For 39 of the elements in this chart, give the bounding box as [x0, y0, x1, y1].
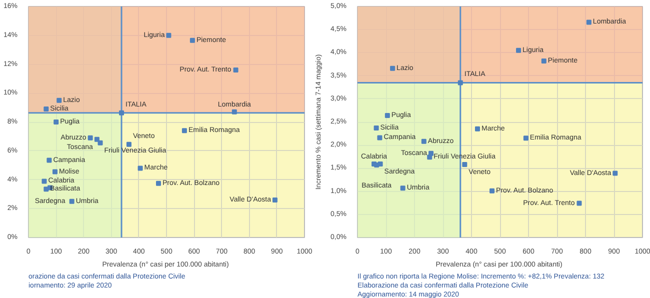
point	[427, 154, 432, 160]
point	[182, 128, 187, 134]
point	[474, 126, 480, 132]
point	[523, 136, 528, 141]
point	[377, 135, 382, 140]
point	[69, 198, 74, 204]
point	[156, 180, 161, 186]
point	[390, 66, 396, 71]
point	[233, 68, 238, 73]
point	[98, 140, 103, 146]
point	[44, 186, 49, 192]
point	[272, 197, 278, 202]
point	[54, 120, 59, 124]
point	[374, 162, 380, 168]
point	[541, 58, 546, 64]
point	[232, 109, 237, 114]
point	[44, 106, 49, 112]
point	[516, 48, 522, 53]
point	[576, 200, 582, 206]
point	[374, 126, 379, 131]
point	[88, 135, 93, 140]
point	[400, 186, 406, 191]
point	[138, 166, 143, 171]
point	[612, 170, 618, 176]
point	[586, 20, 592, 25]
point	[190, 38, 195, 43]
point	[56, 98, 62, 103]
point	[46, 158, 52, 163]
point	[458, 80, 463, 86]
point	[166, 32, 172, 38]
point	[490, 188, 495, 194]
point	[42, 178, 47, 184]
point	[126, 142, 132, 147]
point	[421, 138, 426, 144]
point	[462, 162, 468, 168]
point	[94, 136, 100, 142]
point	[384, 113, 390, 118]
point	[119, 110, 124, 116]
point	[52, 169, 58, 174]
